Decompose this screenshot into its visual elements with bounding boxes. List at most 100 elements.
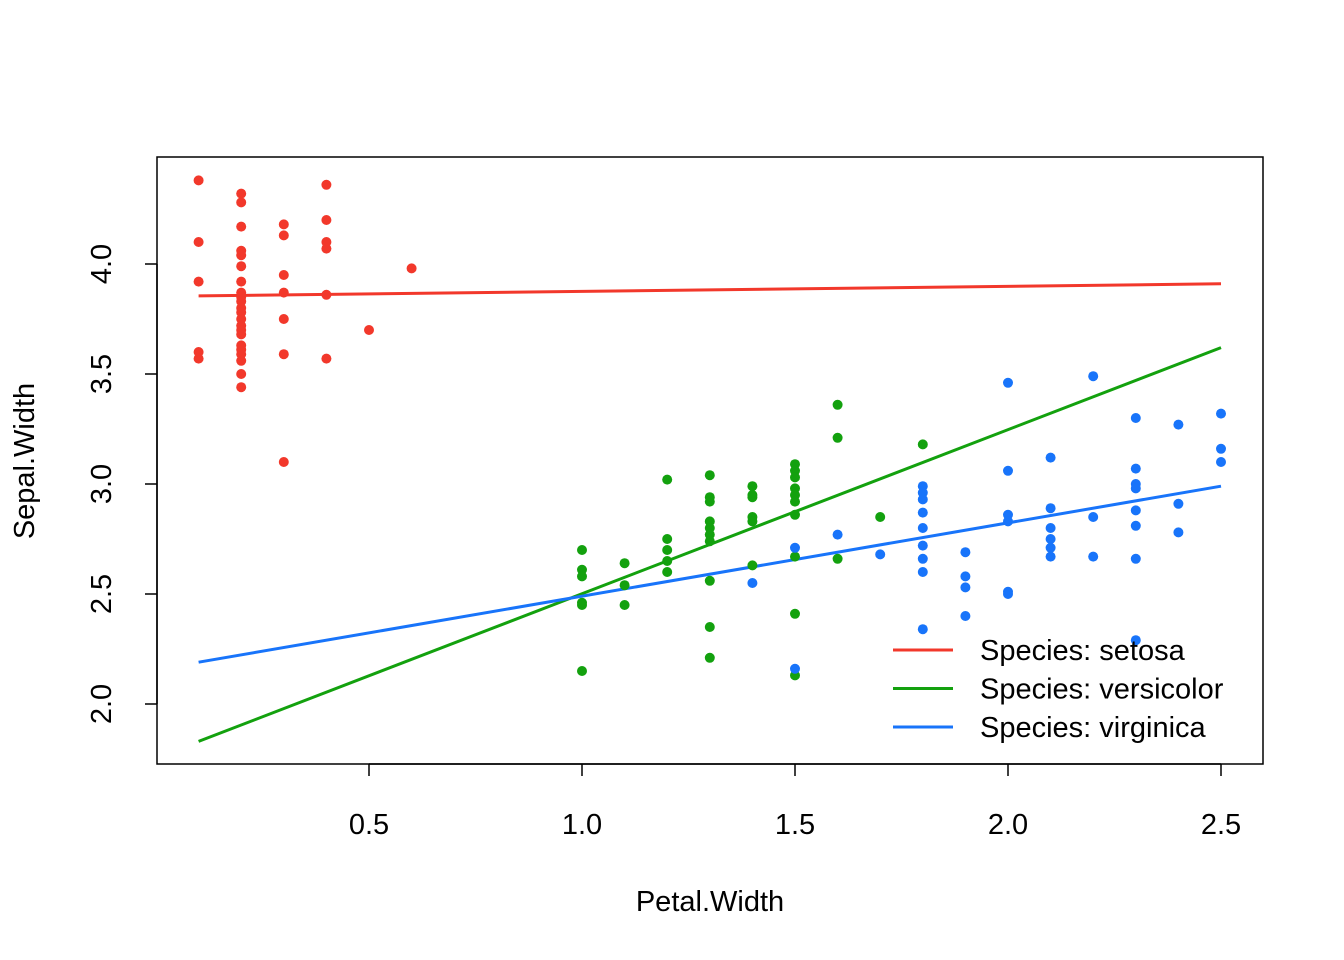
data-point (790, 608, 800, 619)
x-tick-label: 1.0 (562, 809, 602, 841)
data-point (1045, 523, 1056, 533)
data-point (1045, 551, 1056, 562)
data-point (278, 457, 289, 467)
data-point (236, 250, 247, 261)
data-point (236, 276, 247, 287)
data-point (321, 289, 332, 300)
data-point (747, 560, 758, 571)
data-point (1130, 635, 1141, 646)
x-tick-label: 2.0 (988, 809, 1028, 841)
x-tick-label: 1.5 (775, 809, 815, 841)
data-point (577, 666, 587, 676)
data-point (1003, 465, 1013, 476)
data-point (1130, 483, 1141, 494)
data-point (790, 663, 800, 674)
y-axis: 2.0 2.5 3.0 3.5 4.0 (86, 244, 158, 724)
y-tick-label: 2.5 (86, 574, 118, 614)
data-point (1045, 534, 1056, 544)
data-point (875, 512, 886, 522)
data-point (278, 349, 289, 360)
data-point (236, 329, 247, 340)
data-point (1130, 520, 1141, 531)
data-point (704, 575, 715, 586)
data-point (1045, 452, 1056, 463)
data-point (1045, 542, 1056, 553)
data-point (917, 523, 928, 533)
data-point (1173, 527, 1184, 538)
data-point (278, 287, 289, 298)
data-point (619, 558, 630, 569)
data-point (1216, 408, 1226, 419)
data-point (747, 516, 758, 527)
data-point (236, 221, 247, 232)
data-point (321, 243, 332, 254)
data-point (321, 215, 332, 225)
data-point (747, 578, 758, 588)
data-point (704, 536, 715, 547)
data-point (1003, 589, 1013, 599)
data-point (790, 496, 800, 507)
data-point (577, 571, 587, 582)
data-point (1088, 371, 1099, 382)
data-point (406, 263, 417, 274)
data-point (917, 624, 928, 635)
data-point (193, 276, 204, 287)
data-point (364, 325, 374, 335)
data-point (321, 353, 332, 364)
data-point (619, 600, 630, 610)
data-point (236, 355, 247, 366)
data-point (917, 553, 928, 564)
data-point (1003, 377, 1013, 388)
legend-label: Species: setosa (980, 635, 1186, 667)
legend-label: Species: versicolor (980, 674, 1224, 706)
data-point (577, 600, 587, 610)
data-point (917, 507, 928, 518)
data-point (1173, 498, 1184, 509)
data-point (747, 492, 758, 503)
data-point (832, 432, 843, 443)
fit-line (198, 484, 1222, 664)
data-point (1088, 512, 1099, 522)
data-point (790, 551, 800, 562)
data-point (236, 369, 247, 379)
x-axis-label: Petal.Width (636, 886, 784, 918)
data-point (662, 567, 673, 577)
data-point (1216, 457, 1226, 467)
data-point (704, 622, 715, 632)
data-point (1130, 505, 1141, 516)
x-tick-label: 2.5 (1201, 809, 1241, 841)
x-tick-label: 0.5 (349, 809, 389, 841)
data-point (1173, 419, 1184, 430)
data-point (662, 534, 673, 544)
y-tick-label: 2.0 (86, 684, 118, 724)
data-points (193, 175, 1226, 681)
data-point (917, 439, 928, 450)
data-point (832, 553, 843, 564)
data-point (960, 582, 971, 593)
data-point (1130, 553, 1141, 564)
y-axis-label: Sepal.Width (9, 383, 41, 539)
data-point (960, 571, 971, 582)
x-axis: 0.5 1.0 1.5 2.0 2.5 (349, 763, 1241, 841)
y-tick-label: 3.5 (86, 354, 118, 394)
data-point (1216, 443, 1226, 454)
data-point (193, 175, 204, 186)
data-point (662, 545, 673, 555)
data-point (704, 470, 715, 481)
legend: Species: setosa Species: versicolor Specie… (893, 635, 1224, 744)
data-point (278, 314, 289, 324)
data-point (790, 472, 800, 483)
data-point (917, 567, 928, 577)
data-point (577, 545, 587, 555)
data-point (875, 549, 886, 560)
data-point (704, 652, 715, 663)
data-point (1130, 413, 1141, 423)
data-point (960, 547, 971, 558)
fit-line (198, 282, 1222, 298)
data-point (236, 382, 247, 393)
data-point (790, 509, 800, 520)
data-point (619, 580, 630, 591)
data-point (1045, 503, 1056, 514)
data-point (236, 261, 247, 272)
